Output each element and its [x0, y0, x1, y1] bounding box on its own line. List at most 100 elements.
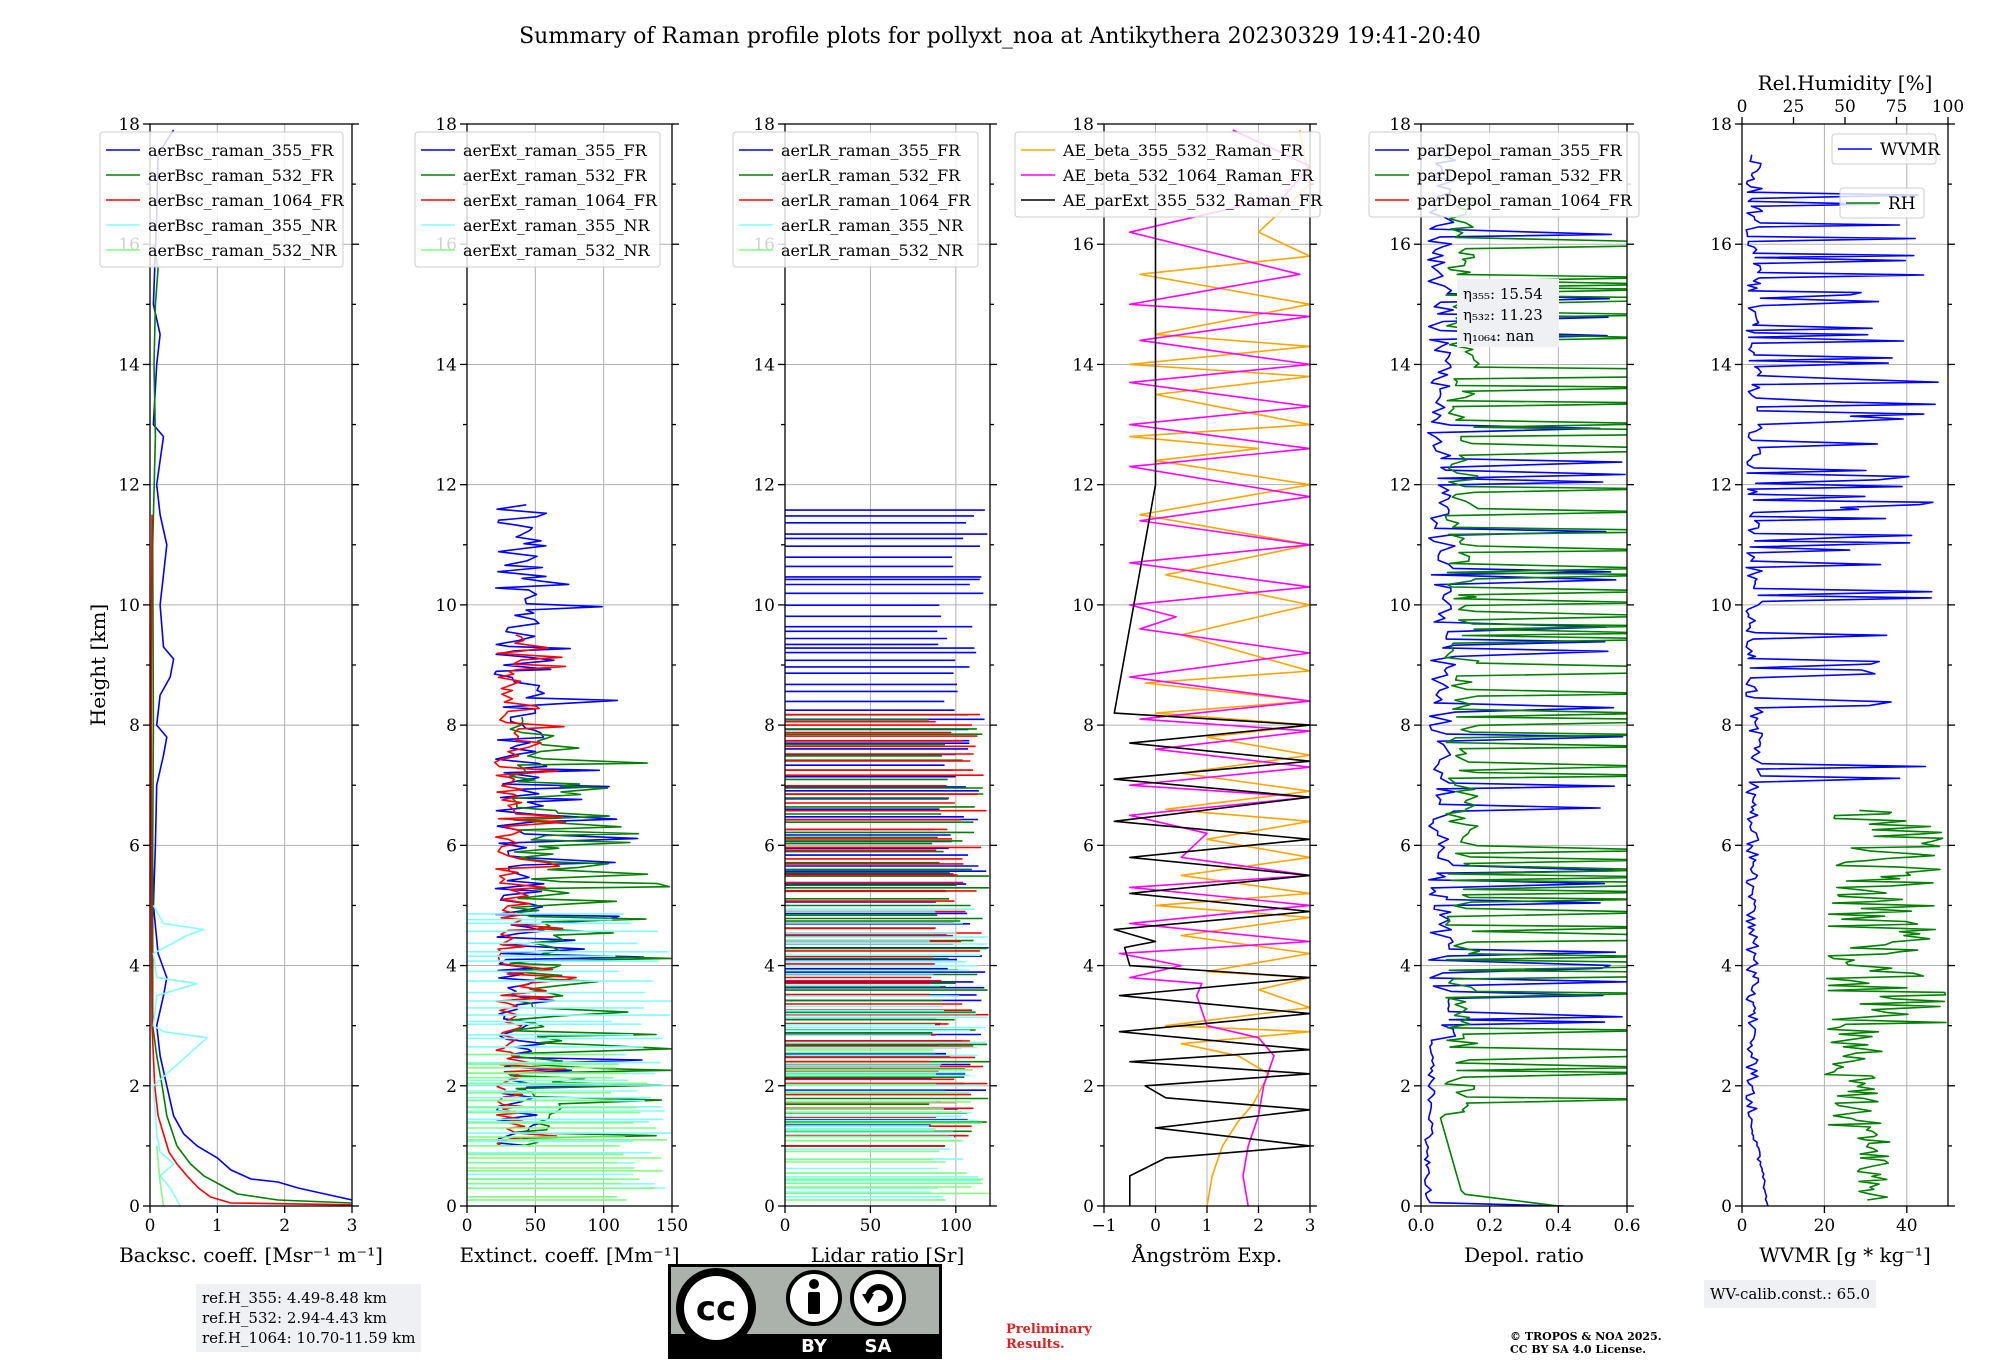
- x-tick-label: 100: [940, 1216, 972, 1236]
- x-tick-label: 0: [462, 1216, 473, 1236]
- by-person-head: [809, 1279, 819, 1289]
- y-tick-label: 12: [118, 476, 140, 496]
- preliminary-line-1: Preliminary: [1006, 1322, 1092, 1337]
- y-tick-label: 18: [435, 115, 457, 135]
- series-aerBsc_raman_1064_FR: [150, 514, 352, 1206]
- figure-title: Summary of Raman profile plots for polly…: [519, 24, 1481, 49]
- axes-frame-bsc: [149, 123, 353, 1207]
- eta-annotation-line: η₅₃₂: 11.23: [1463, 306, 1543, 324]
- series-AE_beta_355_532_Raman_FR: [1129, 129, 1310, 1206]
- panel-lr: 050100024681012141618Lidar ratio [Sr]aer…: [732, 115, 997, 1267]
- y-tick-label: 12: [1710, 476, 1732, 496]
- series-RH: [1824, 809, 1947, 1201]
- by-label: BY: [801, 1336, 828, 1357]
- x-tick-label: 150: [656, 1216, 688, 1236]
- x-tick-label: 0: [1150, 1216, 1161, 1236]
- y-tick-label: 14: [1710, 355, 1732, 375]
- x-axis-label: Extinct. coeff. [Mm⁻¹]: [459, 1243, 679, 1267]
- series-aerExt_raman_532_NR: [467, 1053, 668, 1201]
- y-tick-label: 6: [764, 836, 775, 856]
- y-tick-label: 18: [1710, 115, 1732, 135]
- y-tick-label: 6: [1400, 836, 1411, 856]
- x-tick-label: 100: [587, 1216, 619, 1236]
- y-tick-label: 4: [1721, 957, 1732, 977]
- y-tick-label: 16: [1072, 235, 1094, 255]
- legend-box: [1831, 133, 1937, 165]
- x-axis-label: Lidar ratio [Sr]: [811, 1243, 965, 1267]
- series-aerBsc_raman_532_NR: [155, 1145, 165, 1206]
- eta-annotation-box: [1457, 279, 1559, 347]
- legend-label-aerLR_raman_532_NR: aerLR_raman_532_NR: [781, 241, 964, 260]
- legend-label-aerExt_raman_1064_FR: aerExt_raman_1064_FR: [463, 191, 658, 210]
- panel-bsc: 0123024681012141618Backsc. coeff. [Msr⁻¹…: [86, 115, 383, 1267]
- y-tick-label: 2: [1721, 1077, 1732, 1097]
- legend-label-parDepol_raman_1064_FR: parDepol_raman_1064_FR: [1417, 191, 1633, 210]
- y-tick-label: 12: [753, 476, 775, 496]
- legend-label-aerLR_raman_532_FR: aerLR_raman_532_FR: [781, 166, 961, 185]
- series-aerExt_raman_532_FR: [508, 716, 672, 1147]
- x-tick-label: 0: [780, 1216, 791, 1236]
- y-tick-label: 8: [446, 716, 457, 736]
- y-tick-label: 4: [1083, 957, 1094, 977]
- copyright-note: © TROPOS & NOA 2025. CC BY SA 4.0 Licens…: [1510, 1330, 1662, 1356]
- top-x-tick-label: 75: [1886, 97, 1908, 117]
- x-tick-label: 0.0: [1407, 1216, 1434, 1236]
- y-tick-label: 0: [764, 1197, 775, 1217]
- wv-calib-text: WV-calib.const.: 65.0: [1710, 1285, 1871, 1303]
- y-tick-label: 14: [753, 355, 775, 375]
- x-axis-label: Ångström Exp.: [1131, 1242, 1282, 1267]
- x-tick-label: −1: [1091, 1216, 1116, 1236]
- series-AE_beta_532_1064_Raman_FR: [1118, 129, 1310, 1206]
- y-tick-label: 18: [1389, 115, 1411, 135]
- y-tick-label: 4: [129, 957, 140, 977]
- y-tick-label: 2: [1083, 1077, 1094, 1097]
- x-tick-label: 1: [1202, 1216, 1213, 1236]
- y-tick-label: 18: [753, 115, 775, 135]
- y-tick-label: 14: [435, 355, 457, 375]
- legend-label-aerLR_raman_355_FR: aerLR_raman_355_FR: [781, 141, 961, 160]
- eta-annotation-line: η₁₀₆₄: nan: [1463, 327, 1534, 345]
- y-tick-label: 10: [1072, 596, 1094, 616]
- y-tick-label: 10: [753, 596, 775, 616]
- panel-ext: 050100150024681012141618Extinct. coeff. …: [414, 115, 688, 1267]
- series-aerLR_raman_532_FR: [785, 714, 990, 1147]
- top-x-tick-label: 50: [1834, 97, 1856, 117]
- y-tick-label: 4: [1400, 957, 1411, 977]
- sa-arrow-icon: [865, 1284, 893, 1313]
- x-tick-label: 2: [279, 1216, 290, 1236]
- legend-box: [1839, 187, 1925, 219]
- top-x-tick-label: 100: [1932, 97, 1964, 117]
- legend-label-aerBsc_raman_532_FR: aerBsc_raman_532_FR: [148, 166, 334, 185]
- x-axis-label: Backsc. coeff. [Msr⁻¹ m⁻¹]: [119, 1243, 383, 1267]
- y-tick-label: 14: [118, 355, 140, 375]
- x-tick-label: 40: [1896, 1216, 1918, 1236]
- y-tick-label: 16: [1710, 235, 1732, 255]
- y-tick-label: 10: [118, 596, 140, 616]
- series-parDepol_raman_355_FR: [1423, 149, 1627, 1206]
- top-x-tick-label: 0: [1737, 97, 1748, 117]
- eta-annotation-line: η₃₅₅: 15.54: [1463, 285, 1543, 303]
- series-parDepol_raman_532_FR: [1439, 197, 1627, 1206]
- legend-box-depol: [1368, 131, 1640, 218]
- legend-label-aerExt_raman_355_FR: aerExt_raman_355_FR: [463, 141, 648, 160]
- legend-label-aerBsc_raman_355_FR: aerBsc_raman_355_FR: [148, 141, 334, 160]
- series-WVMR: [1745, 154, 1939, 1206]
- x-tick-label: 0.4: [1545, 1216, 1572, 1236]
- plot-area-wv: [1745, 154, 1947, 1206]
- y-tick-label: 0: [1083, 1197, 1094, 1217]
- plot-area-bsc: [150, 129, 352, 1206]
- legend-box-bsc: [99, 131, 344, 268]
- x-tick-label: 0.2: [1476, 1216, 1503, 1236]
- copyright-line-1: © TROPOS & NOA 2025.: [1510, 1330, 1662, 1343]
- legend-label-WVMR: WVMR: [1880, 140, 1941, 160]
- x-tick-label: 3: [1305, 1216, 1316, 1236]
- y-axis-label: Height [km]: [86, 604, 110, 726]
- legend-box-lr: [732, 131, 979, 268]
- wv-calibration-box: WV-calib.const.: 65.0: [1704, 1280, 1877, 1308]
- y-tick-label: 4: [764, 957, 775, 977]
- legend-label-aerBsc_raman_355_NR: aerBsc_raman_355_NR: [148, 216, 337, 235]
- legend-label-aerLR_raman_1064_FR: aerLR_raman_1064_FR: [781, 191, 971, 210]
- series-aerExt_raman_1064_FR: [493, 634, 577, 1147]
